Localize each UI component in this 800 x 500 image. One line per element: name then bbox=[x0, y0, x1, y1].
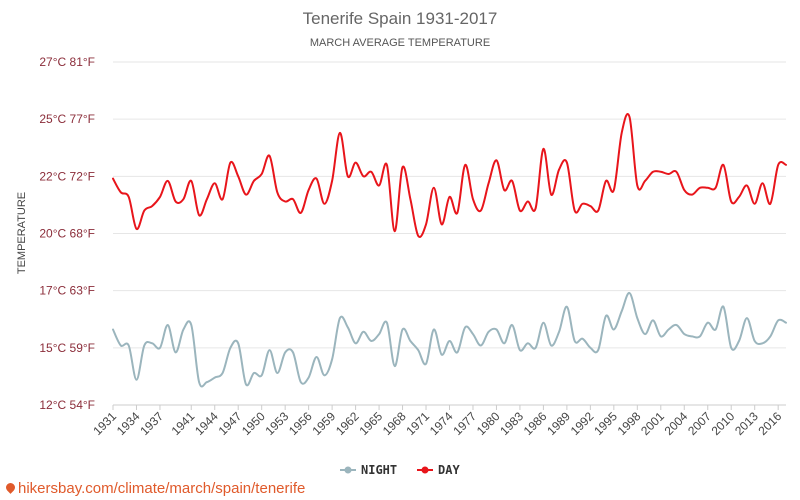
legend-label-day: DAY bbox=[438, 463, 460, 477]
x-tick-label-17: 1983 bbox=[497, 409, 526, 438]
x-tick-label-28: 2016 bbox=[756, 409, 785, 438]
x-tick-label-6: 1950 bbox=[239, 409, 268, 438]
chart-subtitle: MARCH AVERAGE TEMPERATURE bbox=[310, 37, 490, 49]
x-tick-label-11: 1965 bbox=[356, 409, 385, 438]
y-axis-label: TEMPERATURE bbox=[16, 192, 28, 274]
x-tick-label-0: 1931 bbox=[90, 409, 119, 438]
x-tick-label-9: 1959 bbox=[309, 409, 338, 438]
watermark-text: hikersbay.com/climate/march/spain/teneri… bbox=[18, 480, 306, 497]
x-tick-label-14: 1974 bbox=[427, 409, 456, 438]
x-tick-label-7: 1953 bbox=[263, 409, 292, 438]
chart-title: Tenerife Spain 1931-2017 bbox=[303, 9, 498, 28]
x-tick-label-10: 1962 bbox=[333, 409, 362, 438]
x-tick-label-12: 1968 bbox=[380, 409, 409, 438]
y-tick-label-2: 17°C 63°F bbox=[39, 284, 95, 298]
legend[interactable]: NIGHT DAY bbox=[340, 463, 460, 477]
x-tick-label-2: 1937 bbox=[137, 409, 166, 438]
x-tick-label-1: 1934 bbox=[114, 409, 143, 438]
legend-label-night: NIGHT bbox=[361, 463, 397, 477]
y-tick-label-0: 12°C 54°F bbox=[39, 398, 95, 412]
x-tick-label-21: 1995 bbox=[591, 409, 620, 438]
location-pin-icon bbox=[4, 481, 17, 494]
y-tick-label-6: 27°C 81°F bbox=[39, 55, 95, 69]
x-tick-label-5: 1947 bbox=[216, 409, 245, 438]
x-tick-label-8: 1956 bbox=[286, 409, 315, 438]
y-tick-label-1: 15°C 59°F bbox=[39, 341, 95, 355]
x-tick-label-3: 1941 bbox=[169, 409, 198, 438]
series-line-night bbox=[112, 292, 787, 388]
x-tick-label-26: 2010 bbox=[709, 409, 738, 438]
x-tick-label-13: 1971 bbox=[403, 409, 432, 438]
x-tick-label-20: 1992 bbox=[568, 409, 597, 438]
legend-item-night[interactable]: NIGHT bbox=[340, 463, 397, 477]
y-tick-label-3: 20°C 68°F bbox=[39, 227, 95, 241]
x-tick-label-23: 2001 bbox=[638, 409, 667, 438]
legend-item-day[interactable]: DAY bbox=[417, 463, 460, 477]
x-tick-label-15: 1977 bbox=[450, 409, 479, 438]
x-tick-label-22: 1998 bbox=[615, 409, 644, 438]
x-tick-label-27: 2013 bbox=[732, 409, 761, 438]
x-tick-label-19: 1989 bbox=[544, 409, 573, 438]
series-line-day bbox=[112, 112, 787, 238]
x-tick-label-4: 1944 bbox=[192, 409, 221, 438]
x-tick-label-25: 2007 bbox=[685, 409, 714, 438]
legend-marker-day bbox=[421, 466, 429, 474]
y-tick-label-5: 25°C 77°F bbox=[39, 112, 95, 126]
x-tick-label-16: 1980 bbox=[474, 409, 503, 438]
x-tick-label-24: 2004 bbox=[662, 409, 691, 438]
legend-marker-night bbox=[344, 466, 352, 474]
y-tick-label-4: 22°C 72°F bbox=[39, 169, 95, 183]
series-layer bbox=[112, 112, 787, 388]
watermark[interactable]: hikersbay.com/climate/march/spain/teneri… bbox=[4, 480, 306, 497]
grid-layer bbox=[113, 61, 786, 406]
y-tick-labels: 12°C 54°F 15°C 59°F 17°C 63°F 20°C 68°F 22°C… bbox=[39, 55, 95, 412]
x-tick-label-18: 1986 bbox=[521, 409, 550, 438]
